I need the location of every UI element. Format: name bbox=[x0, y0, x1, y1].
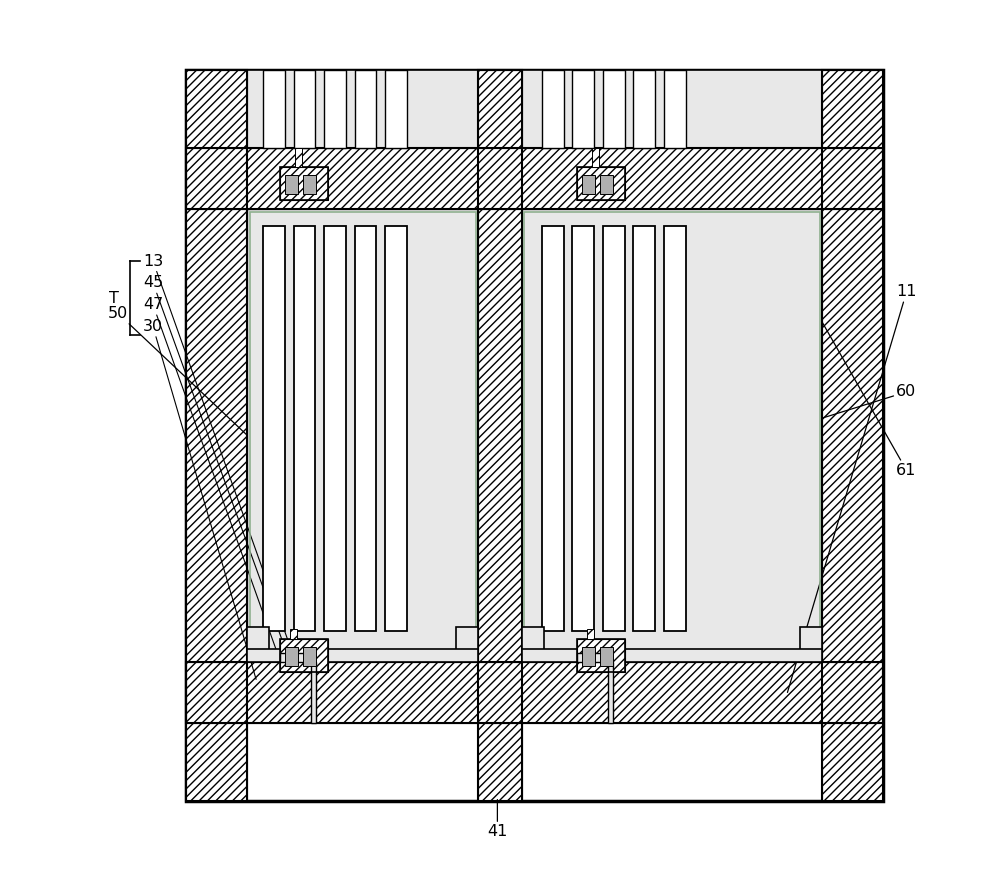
Text: T: T bbox=[109, 291, 119, 306]
Bar bbox=[577, 167, 625, 200]
Bar bbox=[385, 226, 407, 631]
Bar bbox=[324, 70, 346, 148]
Text: 61: 61 bbox=[822, 322, 917, 478]
Bar bbox=[247, 70, 478, 148]
Bar bbox=[603, 226, 625, 631]
Text: 60: 60 bbox=[822, 384, 917, 418]
Text: 41: 41 bbox=[487, 800, 508, 839]
Bar bbox=[294, 226, 315, 631]
Bar bbox=[572, 70, 594, 148]
Bar bbox=[355, 226, 376, 631]
Text: 30: 30 bbox=[143, 319, 256, 679]
Bar bbox=[186, 70, 247, 801]
Bar bbox=[186, 662, 883, 723]
Bar bbox=[247, 649, 478, 662]
Bar bbox=[295, 148, 302, 167]
Bar bbox=[247, 627, 269, 662]
Bar bbox=[587, 629, 594, 639]
Bar bbox=[800, 627, 822, 662]
Bar bbox=[522, 649, 822, 662]
Bar bbox=[608, 662, 613, 723]
Bar bbox=[522, 209, 822, 662]
Bar bbox=[524, 212, 820, 659]
Text: 50: 50 bbox=[108, 306, 247, 436]
Bar bbox=[522, 627, 544, 662]
Bar bbox=[577, 639, 625, 672]
Bar bbox=[285, 647, 298, 666]
Bar bbox=[250, 212, 476, 659]
Text: 11: 11 bbox=[787, 284, 917, 692]
Bar bbox=[280, 639, 328, 672]
Bar bbox=[186, 148, 883, 209]
Bar bbox=[355, 70, 376, 148]
Bar bbox=[522, 70, 822, 148]
Bar bbox=[303, 175, 316, 194]
Bar bbox=[664, 226, 686, 631]
Bar bbox=[186, 70, 247, 801]
Bar bbox=[572, 226, 594, 631]
Bar bbox=[577, 653, 611, 662]
Bar bbox=[592, 148, 599, 167]
Bar bbox=[311, 662, 316, 723]
Bar bbox=[577, 639, 625, 672]
Bar bbox=[822, 70, 883, 801]
Bar bbox=[478, 70, 522, 801]
Text: 47: 47 bbox=[143, 297, 281, 662]
Bar bbox=[478, 70, 522, 801]
Text: 13: 13 bbox=[143, 253, 291, 649]
Bar bbox=[285, 175, 298, 194]
Bar bbox=[822, 70, 883, 801]
Bar bbox=[280, 167, 328, 200]
Bar bbox=[542, 226, 564, 631]
Bar bbox=[603, 70, 625, 148]
Bar bbox=[280, 167, 328, 200]
Bar bbox=[456, 627, 478, 662]
Bar bbox=[280, 653, 314, 662]
Bar bbox=[385, 70, 407, 148]
Bar bbox=[186, 148, 883, 209]
Bar bbox=[294, 70, 315, 148]
Bar bbox=[633, 226, 655, 631]
Bar bbox=[324, 226, 346, 631]
Bar bbox=[247, 209, 478, 662]
Bar bbox=[263, 226, 285, 631]
Bar bbox=[633, 70, 655, 148]
Bar bbox=[542, 70, 564, 148]
Bar bbox=[263, 70, 285, 148]
Bar bbox=[186, 70, 883, 801]
Bar bbox=[280, 639, 328, 672]
Bar bbox=[577, 167, 625, 200]
Bar bbox=[303, 647, 316, 666]
Text: 45: 45 bbox=[143, 275, 287, 655]
Bar bbox=[600, 175, 613, 194]
Bar bbox=[664, 70, 686, 148]
Bar bbox=[582, 647, 595, 666]
Bar bbox=[186, 662, 883, 723]
Bar bbox=[290, 629, 297, 639]
Bar bbox=[582, 175, 595, 194]
Bar bbox=[600, 647, 613, 666]
